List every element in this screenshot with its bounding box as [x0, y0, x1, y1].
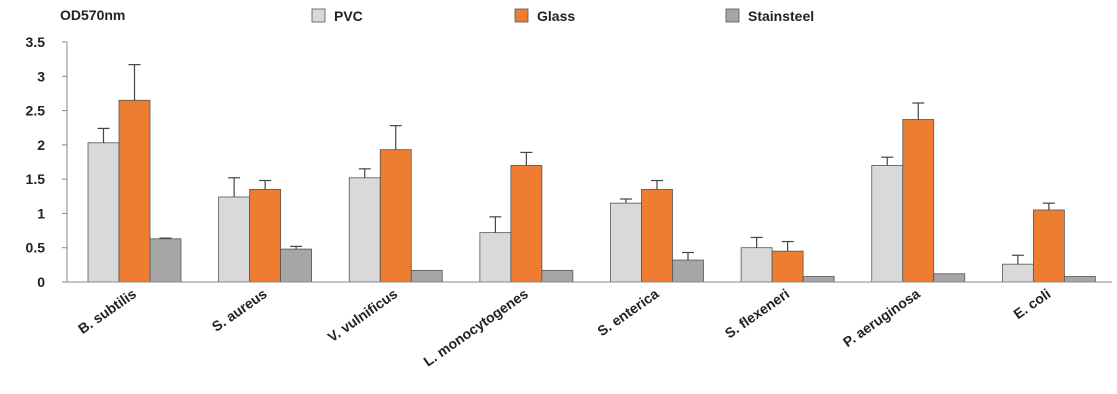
bar-pvc-4	[610, 202, 642, 283]
bar-stainsteel-3	[541, 269, 574, 283]
y-tick-label: 2.5	[26, 103, 46, 119]
bar-glass-5	[771, 250, 804, 283]
bar-stainsteel-0	[149, 238, 182, 283]
bar-stainsteel-2	[410, 269, 443, 283]
y-axis-label: OD570nm	[60, 7, 125, 23]
x-tick-label: L. monocytogenes	[420, 285, 531, 369]
legend-label-stainsteel: Stainsteel	[748, 8, 814, 24]
bar-glass-3	[510, 165, 543, 283]
bar-pvc-2	[348, 177, 381, 283]
bar-glass-7	[1032, 209, 1065, 283]
y-tick-label: 0.5	[26, 240, 46, 256]
bar-stainsteel-6	[933, 273, 966, 283]
y-tick-label: 1	[37, 205, 45, 221]
x-tick-label: S. flexeneri	[722, 285, 792, 341]
y-tick-label: 3	[37, 68, 45, 84]
bar-pvc-1	[218, 196, 251, 283]
bar-pvc-6	[871, 165, 904, 283]
y-tick-label: 2	[37, 137, 45, 153]
bar-glass-1	[249, 189, 282, 283]
x-tick-label: P. aeruginosa	[840, 285, 923, 350]
x-tick-label: B. subtilis	[75, 285, 139, 337]
bar-pvc-5	[740, 247, 773, 283]
x-tick-label: S. enterica	[594, 285, 661, 339]
bar-pvc-3	[479, 232, 512, 283]
bar-stainsteel-4	[672, 259, 704, 283]
bar-stainsteel-7	[1063, 276, 1096, 283]
bar-stainsteel-1	[280, 248, 313, 283]
y-axis: 0 0.5 1 1.5 2 2.5 3 3.5	[26, 34, 68, 290]
legend-swatch-pvc	[311, 8, 326, 23]
bar-pvc-7	[1001, 263, 1034, 283]
bar-glass-0	[118, 99, 151, 283]
x-tick-label: E. coli	[1010, 285, 1053, 322]
bar-stainsteel-5	[802, 276, 835, 283]
x-tick-label: S. aureus	[209, 285, 270, 334]
legend-label-pvc: PVC	[334, 8, 363, 24]
x-tick-label: V. vulnificus	[325, 285, 401, 345]
y-tick-label: 3.5	[26, 34, 46, 50]
legend-label-glass: Glass	[537, 8, 575, 24]
bar-glass-2	[379, 149, 412, 283]
bar-glass-4	[641, 189, 673, 283]
x-axis: B. subtilis S. aureus V. vulnificus L. mono…	[67, 281, 1112, 369]
bars	[87, 64, 1096, 283]
legend: PVC Glass Stainsteel	[311, 8, 814, 24]
legend-swatch-glass	[514, 8, 529, 23]
bar-pvc-0	[87, 142, 120, 283]
bar-glass-6	[902, 119, 935, 283]
legend-swatch-stainsteel	[725, 8, 740, 23]
y-tick-label: 0	[37, 274, 45, 290]
y-tick-label: 1.5	[26, 171, 46, 187]
